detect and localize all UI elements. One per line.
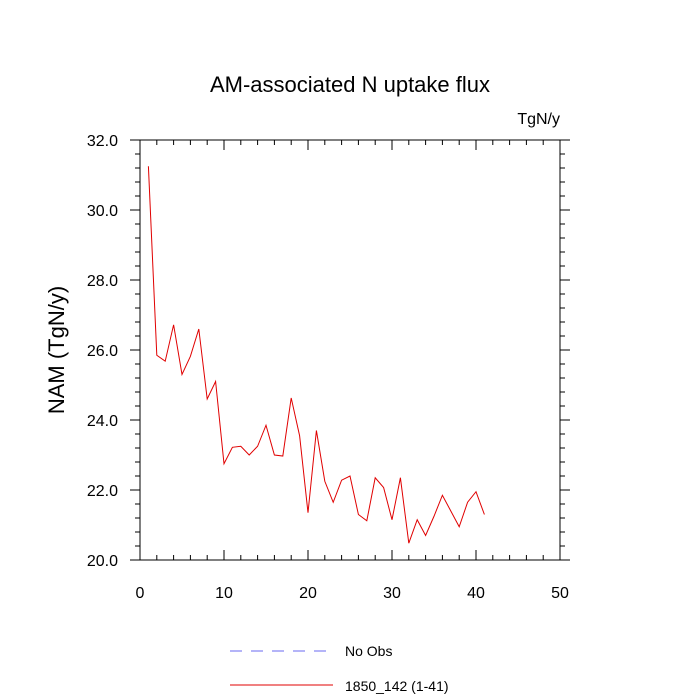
y-axis-title: NAM (TgN/y) [44,286,69,414]
y-tick-label: 20.0 [87,553,118,570]
x-tick-label: 0 [136,585,145,602]
legend-label-no-obs: No Obs [345,643,392,659]
units-label: TgN/y [517,111,560,128]
y-tick-label: 24.0 [87,413,118,430]
axis-tick-labels: 0 10 20 30 40 50 20.0 22.0 24.0 26.0 28.0 30.0 32.0 [87,133,569,602]
x-tick-label: 30 [383,585,401,602]
y-tick-label: 30.0 [87,203,118,220]
chart-title: AM-associated N uptake flux [210,72,490,97]
axis-ticks [130,139,570,561]
y-tick-label: 32.0 [87,133,118,150]
y-tick-label: 26.0 [87,343,118,360]
x-tick-label: 40 [467,585,485,602]
legend: No Obs 1850_142 (1-41) [230,643,449,694]
series-line-1 [147,166,485,544]
plot-frame [139,139,561,561]
x-tick-label: 10 [215,585,233,602]
x-tick-label: 20 [299,585,317,602]
y-tick-label: 22.0 [87,483,118,500]
y-tick-label: 28.0 [87,273,118,290]
legend-label-1850-142: 1850_142 (1-41) [345,678,449,694]
series-lines [147,166,485,544]
x-tick-label: 50 [551,585,569,602]
